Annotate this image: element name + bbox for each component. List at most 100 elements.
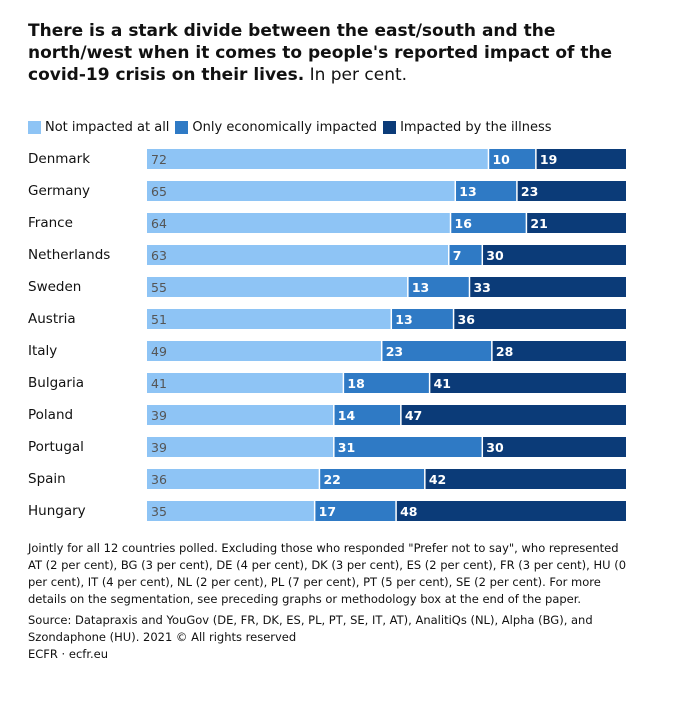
bar-segment-not-impacted	[147, 437, 334, 457]
data-label: 55	[151, 280, 167, 295]
bar-segment-illness	[535, 149, 626, 169]
stacked-bar-chart: Denmark 72 10 19 Germany 65 13 23 France 64 16 21 Ne…	[28, 149, 626, 521]
source-note: Source: Datapraxis and YouGov (DE, FR, D…	[28, 613, 593, 644]
legend-item-not-impacted: Not impacted at all	[28, 120, 169, 135]
bar-segment-illness	[469, 277, 626, 297]
notes: Jointly for all 12 countries polled. Exc…	[28, 540, 634, 663]
bar-segment-illness	[424, 469, 626, 489]
bar-segment-economically	[391, 309, 454, 329]
country-label: Spain	[28, 471, 66, 487]
data-label: 36	[151, 472, 167, 487]
bar-segment-economically	[333, 437, 483, 457]
credit: ECFR · ecfr.eu	[28, 647, 109, 661]
chart-title-bold: There is a stark divide between the east…	[28, 21, 613, 85]
bar-segment-economically	[448, 245, 483, 265]
country-label: France	[28, 215, 73, 231]
data-label: 51	[151, 312, 167, 327]
data-label: 23	[386, 344, 403, 359]
data-label: 65	[151, 184, 167, 199]
data-label: 13	[459, 184, 476, 199]
bar-segment-not-impacted	[147, 277, 408, 297]
bar-segment-not-impacted	[147, 149, 489, 169]
bar-segment-not-impacted	[147, 469, 320, 489]
bar-segment-illness	[516, 181, 626, 201]
legend-swatch-economically	[175, 120, 189, 134]
legend-swatch-not-impacted	[28, 120, 41, 134]
country-label: Portugal	[28, 439, 84, 455]
country-label: Sweden	[28, 279, 81, 295]
bar-segment-not-impacted	[147, 373, 344, 393]
bar-segment-illness	[491, 341, 626, 361]
data-label: 13	[395, 312, 412, 327]
data-label: 30	[486, 440, 504, 455]
country-label: Poland	[28, 407, 73, 423]
data-label: 13	[412, 280, 429, 295]
bar-segment-illness	[400, 405, 626, 425]
bar-segment-illness	[396, 501, 626, 521]
chart-title-unit: In per cent.	[309, 65, 408, 85]
bar-segment-economically	[343, 373, 430, 393]
data-label: 7	[453, 248, 462, 263]
data-label: 21	[530, 216, 547, 231]
data-label: 10	[492, 152, 510, 167]
legend-label-economically: Only economically impacted	[192, 119, 378, 135]
data-label: 17	[319, 504, 336, 519]
bar-segment-economically	[450, 213, 527, 233]
country-label: Italy	[28, 343, 57, 359]
data-label: 49	[151, 344, 167, 359]
data-label: 47	[405, 408, 422, 423]
bar-segment-economically	[381, 341, 492, 361]
bar-segment-not-impacted	[147, 181, 456, 201]
data-label: 48	[400, 504, 417, 519]
data-label: 14	[338, 408, 356, 423]
data-label: 36	[458, 312, 476, 327]
bar-segment-not-impacted	[147, 341, 382, 361]
data-label: 22	[323, 472, 340, 487]
bar-segment-economically	[407, 277, 470, 297]
legend-item-illness: Impacted by the illness	[383, 120, 552, 135]
bar-segment-not-impacted	[147, 245, 449, 265]
data-label: 64	[151, 216, 167, 231]
data-label: 39	[151, 408, 167, 423]
data-label: 30	[486, 248, 504, 263]
data-label: 16	[455, 216, 473, 231]
country-label: Austria	[28, 311, 76, 327]
bar-segment-not-impacted	[147, 309, 392, 329]
bar-segment-not-impacted	[147, 405, 334, 425]
bar-segment-illness	[482, 245, 626, 265]
bar-segment-economically	[488, 149, 536, 169]
country-label: Denmark	[28, 151, 90, 167]
data-label: 35	[151, 504, 167, 519]
legend: Not impacted at all Only economically im…	[28, 118, 558, 136]
bar-segment-illness	[429, 373, 626, 393]
data-label: 72	[151, 152, 167, 167]
legend-label-illness: Impacted by the illness	[400, 119, 552, 135]
legend-swatch-illness	[383, 120, 397, 134]
data-label: 41	[151, 376, 167, 391]
bar-segment-not-impacted	[147, 213, 451, 233]
country-label: Germany	[28, 183, 90, 199]
country-label: Bulgaria	[28, 375, 84, 391]
data-label: 23	[521, 184, 538, 199]
data-label: 19	[540, 152, 557, 167]
data-label: 42	[429, 472, 446, 487]
data-label: 31	[338, 440, 355, 455]
bar-segment-illness	[526, 213, 626, 233]
data-label: 33	[473, 280, 490, 295]
bar-segment-illness	[453, 309, 626, 329]
data-label: 18	[347, 376, 364, 391]
bar-segment-illness	[482, 437, 626, 457]
data-label: 28	[496, 344, 513, 359]
country-label: Netherlands	[28, 247, 110, 263]
bar-segment-economically	[455, 181, 517, 201]
bar-segment-economically	[314, 501, 397, 521]
chart-title: There is a stark divide between the east…	[28, 20, 638, 86]
data-label: 63	[151, 248, 167, 263]
legend-label-not-impacted: Not impacted at all	[45, 119, 170, 135]
legend-item-economically: Only economically impacted	[175, 120, 377, 135]
bar-segment-economically	[333, 405, 401, 425]
data-label: 39	[151, 440, 167, 455]
bar-segment-economically	[319, 469, 425, 489]
bar-segment-not-impacted	[147, 501, 315, 521]
country-label: Hungary	[28, 503, 86, 519]
